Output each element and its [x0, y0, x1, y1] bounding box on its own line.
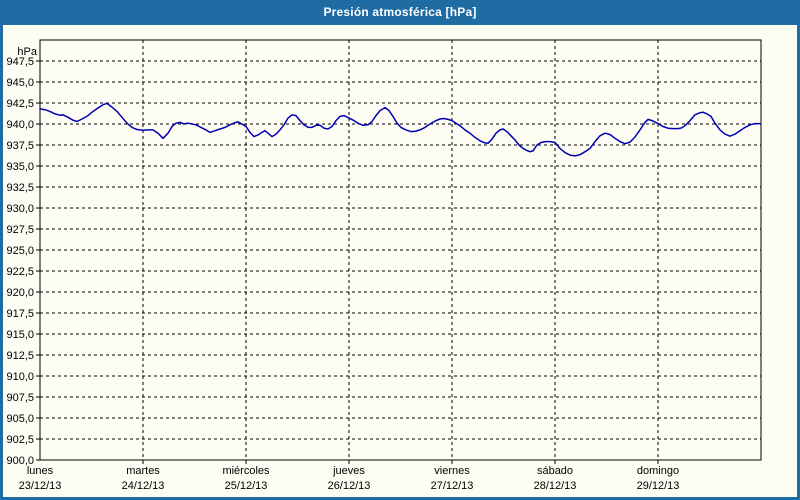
axis-label: 930,0: [6, 203, 34, 215]
axis-label: 922,5: [6, 266, 34, 278]
axis-label: 907,5: [6, 392, 34, 404]
pressure-line: [39, 102, 761, 157]
axis-label: lunes: [27, 465, 54, 477]
axis-label: 937,5: [6, 140, 34, 152]
axis-label: 26/12/13: [328, 480, 371, 492]
axis-label: 910,0: [6, 371, 34, 383]
axis-label: jueves: [332, 465, 365, 477]
axis-label: 925,0: [6, 245, 34, 257]
axis-label: 947,5: [6, 56, 34, 68]
axis-label: miércoles: [222, 465, 270, 477]
axis-label: 945,0: [6, 77, 34, 89]
axis-label: 27/12/13: [431, 480, 474, 492]
axis-label: 912,5: [6, 350, 34, 362]
axis-label: 28/12/13: [534, 480, 577, 492]
axis-label: martes: [126, 465, 160, 477]
horizontal-gridlines: [40, 60, 761, 440]
vertical-gridlines: [142, 40, 659, 464]
chart-panel: 900,0 902,5 905,0 907,5 910,0 912,5 915,0 917,5…: [3, 25, 797, 497]
axis-label: 902,5: [6, 434, 34, 446]
axis-label: 920,0: [6, 287, 34, 299]
axis-label: 29/12/13: [637, 480, 680, 492]
pressure-chart: 900,0 902,5 905,0 907,5 910,0 912,5 915,0 917,5…: [6, 39, 762, 492]
y-axis-unit: hPa: [17, 46, 37, 58]
x-axis-labels: lunes 23/12/13 martes 24/12/13 miércoles 25/1…: [19, 465, 680, 492]
axis-label: viernes: [434, 465, 470, 477]
chart-title: Presión atmosférica [hPa]: [323, 5, 477, 19]
axis-label: 932,5: [6, 182, 34, 194]
axis-label: hPa: [17, 46, 37, 58]
axis-label: sábado: [537, 465, 573, 477]
axis-label: domingo: [637, 465, 679, 477]
axis-label: 915,0: [6, 329, 34, 341]
axis-label: 917,5: [6, 308, 34, 320]
axis-label: 25/12/13: [225, 480, 268, 492]
axis-label: 935,0: [6, 161, 34, 173]
axis-label: 23/12/13: [19, 480, 62, 492]
axis-label: 940,0: [6, 119, 34, 131]
axis-label: 24/12/13: [122, 480, 165, 492]
axis-label: 900,0: [6, 455, 34, 467]
axis-label: 905,0: [6, 413, 34, 425]
y-axis-labels: 900,0 902,5 905,0 907,5 910,0 912,5 915,0 917,5…: [6, 56, 40, 467]
axis-label: 942,5: [6, 98, 34, 110]
axis-label: 927,5: [6, 224, 34, 236]
